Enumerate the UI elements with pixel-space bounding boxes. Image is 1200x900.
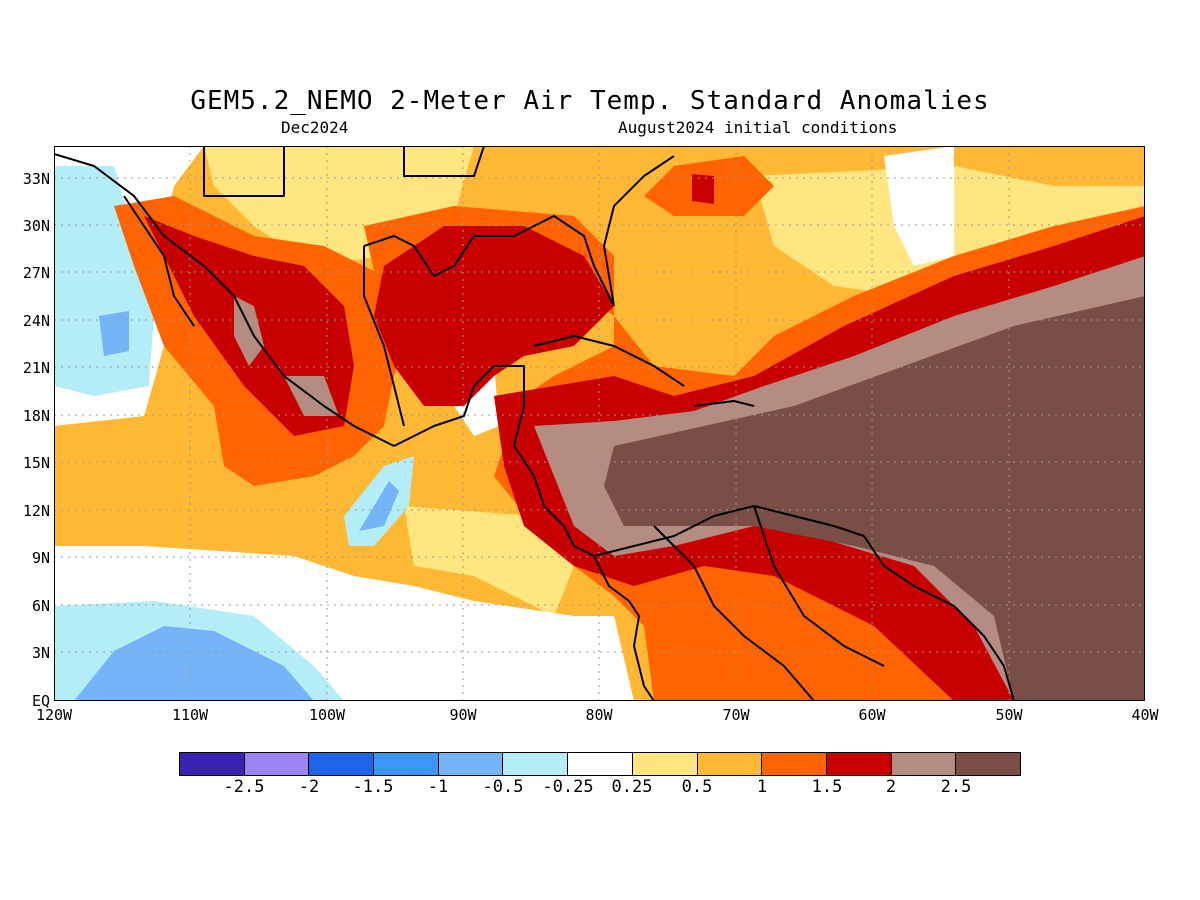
neutral-atlantic-patch: [884, 146, 954, 266]
very-warm-gulf: [374, 226, 614, 406]
lat-label: 15N: [22, 454, 50, 472]
anomaly-field: [54, 146, 1145, 701]
cool-pacific-south-core: [74, 626, 314, 701]
legend-tick: 1.5: [811, 777, 843, 797]
coastlines: [54, 146, 1015, 701]
legend-color-box: [697, 753, 763, 775]
lon-label: 110W: [171, 706, 209, 724]
lon-label: 60W: [858, 706, 886, 724]
legend-tick: 2.5: [940, 777, 972, 797]
lon-label: 50W: [995, 706, 1023, 724]
legend-tick: -1.5: [352, 777, 394, 797]
map-title: GEM5.2_NEMO 2-Meter Air Temp. Standard A…: [190, 86, 990, 116]
lat-label: 27N: [22, 264, 50, 282]
legend-tick: -2.5: [223, 777, 265, 797]
legend-color-box: [374, 753, 439, 775]
forecast-month: Dec2024: [281, 118, 349, 137]
lon-label: 80W: [585, 706, 613, 724]
lat-label: 12N: [22, 502, 50, 520]
lat-label: EQ: [31, 692, 50, 710]
legend-color-box: [762, 753, 827, 775]
lat-label: 24N: [22, 312, 50, 330]
legend-tick: 1: [756, 777, 768, 797]
lat-label: 9N: [31, 549, 50, 567]
lat-label: 18N: [22, 407, 50, 425]
legend-color-box: [244, 753, 310, 775]
light-warm-patch-central: [404, 506, 574, 616]
lat-label: 21N: [22, 359, 50, 377]
legend-tick: -1: [427, 777, 449, 797]
legend-tick: -0.25: [542, 777, 594, 797]
cool-gulf-papagayo-core: [359, 481, 399, 531]
legend-tick: 2: [885, 777, 897, 797]
lon-label: 70W: [722, 706, 750, 724]
legend-color-box: [309, 753, 375, 775]
legend-color-box: [826, 753, 892, 775]
lat-label: 33N: [22, 170, 50, 188]
initial-conditions: August2024 initial conditions: [618, 118, 898, 137]
grid-lines: [54, 146, 1145, 701]
lon-label: 120W: [35, 706, 73, 724]
lat-label: 3N: [31, 644, 50, 662]
lat-label: 30N: [22, 217, 50, 235]
legend-color-box: [503, 753, 569, 775]
cool-pacific-core: [99, 311, 129, 356]
anomaly-map: [54, 146, 1145, 701]
legend-color-box: [568, 753, 633, 775]
legend-tick: -0.5: [482, 777, 524, 797]
legend-color-box: [180, 753, 245, 775]
legend-color-box: [956, 753, 1020, 775]
legend-color-box: [632, 753, 698, 775]
legend-color-box: [891, 753, 957, 775]
color-legend: [179, 752, 1021, 776]
lon-label: 90W: [449, 706, 477, 724]
very-warm-atlantic-spot: [692, 174, 714, 204]
peak-warm-caribbean: [604, 296, 1145, 701]
lat-label: 6N: [31, 597, 50, 615]
legend-tick: 0.5: [681, 777, 713, 797]
lon-label: 40W: [1131, 706, 1159, 724]
legend-tick: 0.25: [611, 777, 653, 797]
legend-tick: -2: [298, 777, 320, 797]
extreme-warm-mexico-a: [234, 296, 264, 366]
lon-label: 100W: [308, 706, 346, 724]
legend-color-box: [438, 753, 504, 775]
